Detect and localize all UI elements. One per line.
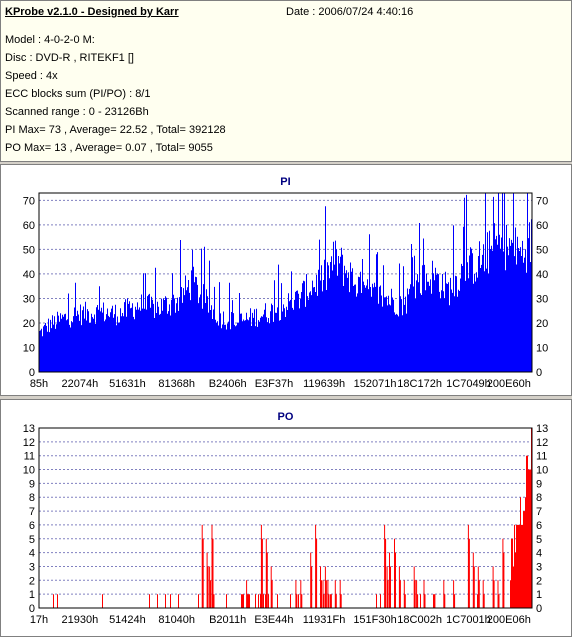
y-tick-label-left: 5 bbox=[29, 534, 35, 546]
x-tick-label: 22074h bbox=[61, 378, 98, 390]
x-tick-label: 151F30h bbox=[353, 614, 396, 626]
y-tick-label-left: 60 bbox=[23, 220, 35, 232]
plot-frame bbox=[38, 427, 533, 609]
pi-chart: PI 0 0 10 10 20 20 30 30 40 40 50 50 60 60 70 70 85h 22074… bbox=[23, 176, 549, 390]
x-tick-label: 81368h bbox=[158, 378, 195, 390]
chart-title: PI bbox=[280, 176, 290, 188]
y-tick-label-right: 60 bbox=[536, 220, 548, 232]
info-line-range: Scanned range : 0 - 23126Bh bbox=[5, 106, 149, 118]
y-tick-label-left: 50 bbox=[23, 244, 35, 256]
x-tick-label: 51424h bbox=[109, 614, 146, 626]
y-tick-label-left: 70 bbox=[23, 195, 35, 207]
x-tick-label: 17h bbox=[30, 614, 48, 626]
y-tick-label-left: 30 bbox=[23, 293, 35, 305]
y-tick-label-right: 1 bbox=[536, 589, 542, 601]
y-tick-label-right: 40 bbox=[536, 269, 548, 281]
y-tick-label-right: 4 bbox=[536, 548, 542, 560]
y-tick-label-left: 6 bbox=[29, 520, 35, 532]
y-tick-label-right: 10 bbox=[536, 465, 548, 477]
y-tick-label-left: 8 bbox=[29, 492, 35, 504]
x-tick-label: B2011h bbox=[209, 614, 246, 626]
info-line-speed: Speed : 4x bbox=[5, 70, 58, 82]
y-tick-label-left: 13 bbox=[23, 423, 35, 435]
y-tick-label-right: 50 bbox=[536, 244, 548, 256]
x-tick-label: 18C172h bbox=[397, 378, 442, 390]
y-tick-label-right: 30 bbox=[536, 293, 548, 305]
x-tick-label: 18C002h bbox=[397, 614, 442, 626]
y-tick-label-right: 0 bbox=[536, 367, 542, 379]
y-tick-label-right: 3 bbox=[536, 561, 542, 573]
x-tick-label: 119639h bbox=[303, 378, 345, 390]
y-tick-label-left: 7 bbox=[29, 506, 35, 518]
info-line-disc: Disc : DVD-R , RITEKF1 [] bbox=[5, 52, 134, 64]
y-tick-label-right: 13 bbox=[536, 423, 548, 435]
y-tick-label-left: 9 bbox=[29, 478, 35, 490]
y-tick-label-left: 2 bbox=[29, 575, 35, 587]
bar-series bbox=[39, 193, 532, 372]
x-tick-label: 21930h bbox=[61, 614, 98, 626]
pi-chart-panel: PI 0 0 10 10 20 20 30 30 40 40 50 50 60 60 70 70 85h 22074… bbox=[0, 164, 572, 396]
y-tick-label-left: 10 bbox=[23, 342, 35, 354]
x-tick-label: 1C7001h bbox=[446, 614, 491, 626]
y-tick-label-right: 12 bbox=[536, 437, 548, 449]
plot-frame bbox=[38, 192, 533, 373]
y-tick-label-right: 9 bbox=[536, 478, 542, 490]
x-tick-label: 200E06h bbox=[487, 614, 531, 626]
y-tick-label-right: 6 bbox=[536, 520, 542, 532]
x-tick-label: E3F37h bbox=[255, 378, 294, 390]
y-tick-label-right: 5 bbox=[536, 534, 542, 546]
x-tick-label: 51631h bbox=[109, 378, 146, 390]
x-tick-label: 85h bbox=[30, 378, 48, 390]
info-line-ecc: ECC blocks sum (PI/PO) : 8/1 bbox=[5, 88, 151, 100]
y-tick-label-right: 20 bbox=[536, 318, 548, 330]
y-tick-label-left: 10 bbox=[23, 465, 35, 477]
y-tick-label-right: 0 bbox=[536, 603, 542, 615]
info-line-pi-stats: PI Max= 73 , Average= 22.52 , Total= 392… bbox=[5, 124, 226, 136]
y-tick-label-right: 7 bbox=[536, 506, 542, 518]
y-tick-label-right: 10 bbox=[536, 342, 548, 354]
y-tick-label-left: 12 bbox=[23, 437, 35, 449]
y-tick-label-left: 0 bbox=[29, 367, 35, 379]
y-tick-label-right: 8 bbox=[536, 492, 542, 504]
y-tick-label-left: 11 bbox=[24, 451, 35, 463]
bar-series bbox=[53, 428, 532, 608]
info-line-model: Model : 4-0-2-0 M: bbox=[5, 34, 95, 46]
x-tick-label: B2406h bbox=[209, 378, 247, 390]
y-tick-label-right: 11 bbox=[536, 451, 547, 463]
pi-bars bbox=[39, 193, 532, 372]
x-tick-label: 200E60h bbox=[487, 378, 531, 390]
po-bars bbox=[53, 428, 532, 608]
y-tick-label-left: 0 bbox=[29, 603, 35, 615]
y-tick-label-left: 1 bbox=[29, 589, 35, 601]
info-line-po-stats: PO Max= 13 , Average= 0.07 , Total= 9055 bbox=[5, 142, 213, 154]
x-tick-label: 1C7049h bbox=[446, 378, 491, 390]
x-tick-label: E3E44h bbox=[254, 614, 293, 626]
chart-title: PO bbox=[278, 411, 294, 423]
x-tick-label: 152071h bbox=[354, 378, 397, 390]
scan-date: Date : 2006/07/24 4:40:16 bbox=[286, 6, 414, 18]
y-tick-label-left: 40 bbox=[23, 269, 35, 281]
y-tick-label-left: 4 bbox=[29, 548, 35, 560]
info-panel: KProbe v2.1.0 - Designed by Karr Date : … bbox=[0, 0, 572, 162]
y-tick-label-left: 20 bbox=[23, 318, 35, 330]
x-tick-label: 81040h bbox=[158, 614, 195, 626]
y-tick-label-right: 70 bbox=[536, 195, 548, 207]
app-title: KProbe v2.1.0 - Designed by Karr bbox=[5, 6, 179, 18]
y-tick-label-left: 3 bbox=[29, 561, 35, 573]
y-tick-label-right: 2 bbox=[536, 575, 542, 587]
po-chart-panel: PO 0 0 1 1 2 2 3 3 4 4 5 5 6 6 7 7 8 8 9 9 10 10 11 11 12 12 13 13 17… bbox=[0, 399, 572, 637]
x-tick-label: 11931Fh bbox=[303, 614, 346, 626]
